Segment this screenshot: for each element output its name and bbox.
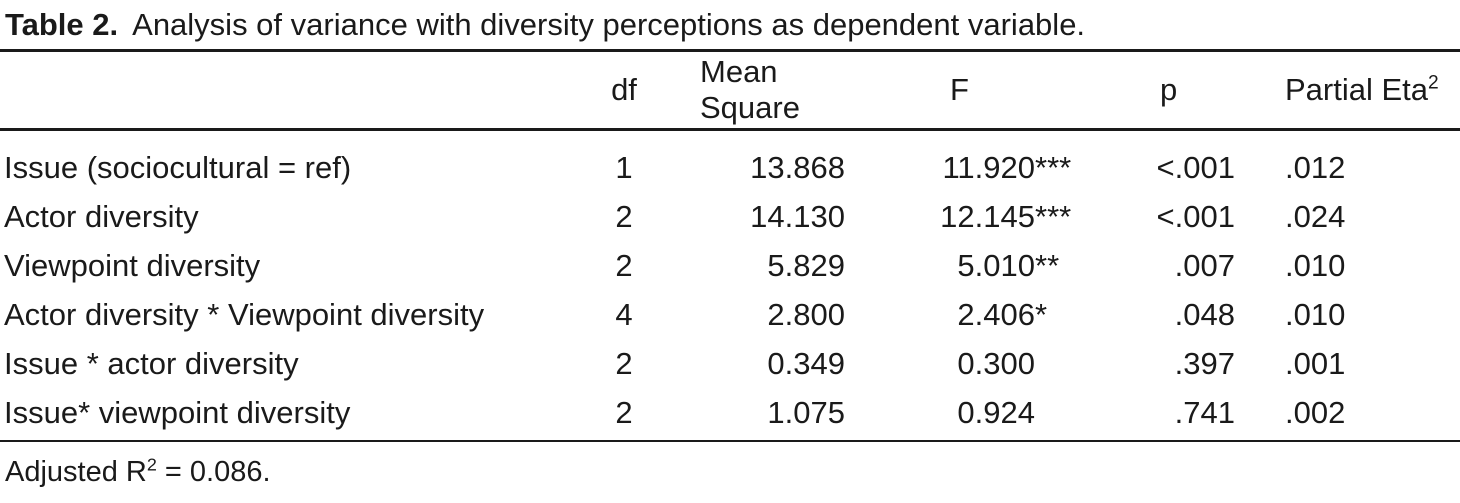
cell-f-value: 0.300 — [860, 346, 1035, 382]
f-number: 0.300 — [957, 345, 1035, 381]
table-row: Issue (sociocultural = ref) 1 13.868 11.… — [0, 143, 1460, 192]
cell-df: 4 — [615, 296, 633, 332]
partial-eta-label: Partial Eta — [1285, 72, 1429, 107]
table-row: Issue* viewpoint diversity 2 1.075 0.924… — [0, 388, 1460, 437]
anova-table: df Mean Square F p Partial Eta2 Issue (s… — [0, 49, 1460, 442]
cell-df: 2 — [615, 247, 633, 283]
table-row: Actor diversity * Viewpoint diversity 4 … — [0, 290, 1460, 339]
cell-effect-label: Issue (sociocultural = ref) — [4, 149, 352, 185]
footnote-superscript: 2 — [146, 454, 157, 475]
col-header-partial-eta: Partial Eta2 — [1235, 72, 1460, 108]
col-header-df: df — [611, 72, 637, 107]
table-row: Actor diversity 2 14.130 12.145*** <.001… — [0, 192, 1460, 241]
table-row: Issue * actor diversity 2 0.349 0.300 .3… — [0, 339, 1460, 388]
cell-effect-label: Issue * actor diversity — [4, 345, 299, 381]
cell-mean-square: 0.349 — [767, 345, 845, 381]
cell-f-value: 11.920*** — [942, 149, 1072, 185]
table-caption-text: Analysis of variance with diversity perc… — [132, 7, 1086, 42]
f-number: 0.924 — [957, 394, 1035, 430]
cell-p-value: .397 — [1174, 345, 1235, 381]
cell-effect-label: Actor diversity * Viewpoint diversity — [4, 296, 485, 332]
table-caption: Table 2. Analysis of variance with divers… — [0, 6, 1460, 49]
col-header-f: F — [950, 72, 969, 107]
table-footnote: Adjusted R2 = 0.086. — [0, 454, 1460, 489]
cell-partial-eta2: .012 — [1285, 149, 1346, 185]
cell-effect-label: Viewpoint diversity — [4, 247, 261, 283]
cell-df: 2 — [615, 394, 633, 430]
cell-p-value: <.001 — [1156, 149, 1235, 185]
cell-partial-eta2: .010 — [1285, 296, 1346, 332]
cell-df: 1 — [615, 149, 633, 185]
cell-effect-label: Issue* viewpoint diversity — [4, 394, 351, 430]
cell-partial-eta2: .001 — [1285, 345, 1346, 381]
table-number: Table 2. — [5, 7, 119, 42]
f-number: 2.406 — [957, 296, 1035, 332]
f-number: 5.010 — [957, 247, 1035, 283]
cell-mean-square: 13.868 — [750, 149, 845, 185]
cell-f-value: 12.145*** — [940, 198, 1072, 234]
cell-p-value: .007 — [1174, 247, 1235, 283]
cell-mean-square: 2.800 — [767, 296, 845, 332]
cell-df: 2 — [615, 345, 633, 381]
table-header-row: df Mean Square F p Partial Eta2 — [0, 52, 1460, 131]
cell-f-value: 2.406* — [957, 296, 1048, 332]
partial-eta-superscript: 2 — [1428, 72, 1439, 94]
cell-effect-label: Actor diversity — [4, 198, 199, 234]
cell-p-value: .741 — [1174, 394, 1235, 430]
col-header-p: p — [1160, 72, 1178, 107]
col-header-mean-square: Mean Square — [700, 54, 800, 125]
cell-df: 2 — [615, 198, 633, 234]
table-body: Issue (sociocultural = ref) 1 13.868 11.… — [0, 131, 1460, 442]
footnote-suffix: = 0.086. — [156, 456, 271, 488]
cell-f-value: 0.924 — [860, 395, 1035, 431]
f-number: 12.145 — [940, 198, 1035, 234]
table-row: Viewpoint diversity 2 5.829 5.010** .007… — [0, 241, 1460, 290]
cell-mean-square: 5.829 — [767, 247, 845, 283]
cell-mean-square: 1.075 — [767, 394, 845, 430]
cell-p-value: .048 — [1174, 296, 1235, 332]
footnote-prefix: Adjusted R — [5, 456, 147, 488]
cell-partial-eta2: .002 — [1285, 394, 1346, 430]
cell-f-value: 5.010** — [957, 247, 1060, 283]
cell-p-value: <.001 — [1156, 198, 1235, 234]
cell-partial-eta2: .024 — [1285, 198, 1346, 234]
f-number: 11.920 — [942, 149, 1035, 185]
cell-partial-eta2: .010 — [1285, 247, 1346, 283]
cell-mean-square: 14.130 — [750, 198, 845, 234]
